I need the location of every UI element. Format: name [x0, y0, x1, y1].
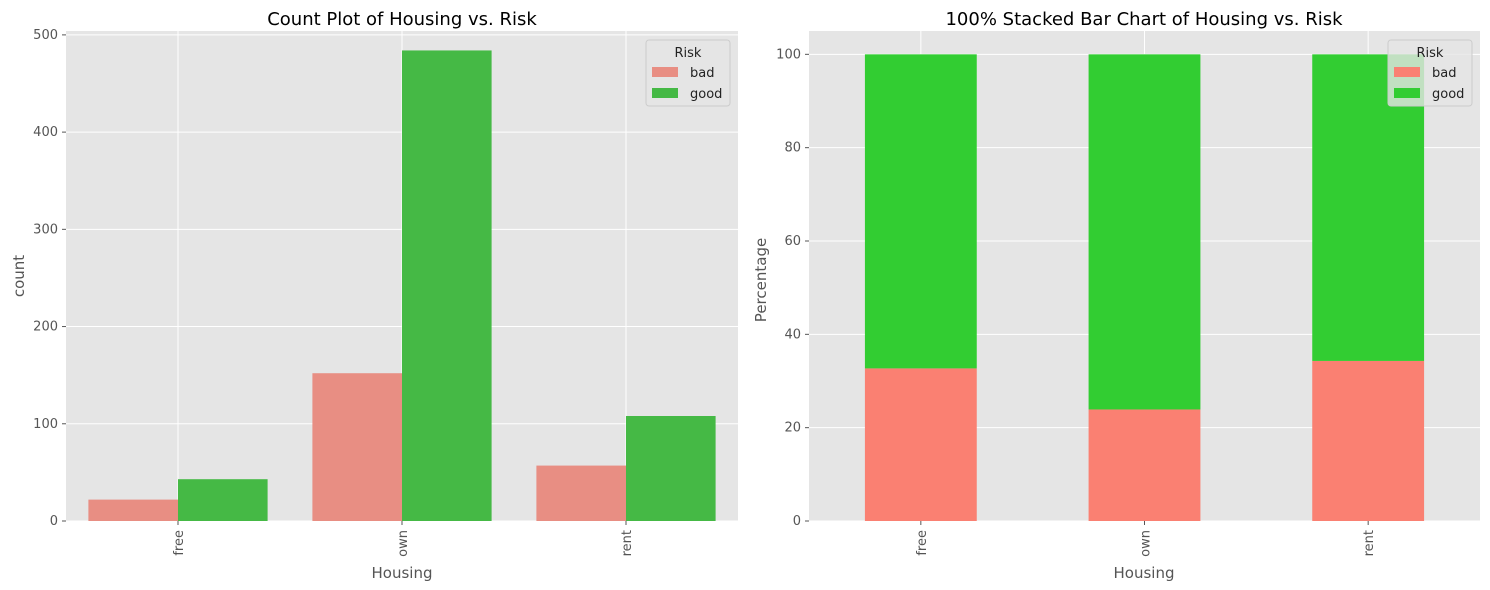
countplot-legend-label-bad: bad	[690, 66, 714, 81]
countplot-x-ticks: free own rent	[172, 521, 635, 557]
countplot-y-axis-label: count	[10, 255, 28, 297]
countplot-legend-label-good: good	[690, 87, 722, 102]
countplot-legend-swatch-bad	[652, 67, 678, 77]
stacked-y-tick-label: 20	[784, 421, 801, 436]
stacked-chart: 0 20 40 60 80 100 free own rent 100% Stacked Ba…	[752, 9, 1480, 582]
countplot-y-tick-label: 0	[50, 514, 58, 529]
stacked-y-tick-label: 60	[784, 234, 801, 249]
stacked-bar-bad-rent	[1312, 360, 1425, 521]
countplot-bar-good-rent	[626, 416, 716, 521]
stacked-legend-label-bad: bad	[1432, 66, 1456, 81]
countplot-bar-good-own	[402, 50, 492, 521]
stacked-bar-bad-free	[864, 368, 977, 521]
countplot-y-tick-label: 300	[33, 222, 58, 237]
countplot-bar-bad-own	[312, 373, 402, 521]
countplot-x-tick-label: rent	[620, 530, 635, 556]
stacked-x-tick-label: rent	[1362, 530, 1377, 556]
stacked-y-tick-label: 80	[784, 141, 801, 156]
countplot-legend-swatch-good	[652, 88, 678, 98]
countplot-bar-bad-rent	[536, 465, 626, 521]
countplot-y-tick-label: 100	[33, 417, 58, 432]
countplot-x-tick-label: own	[396, 530, 411, 557]
stacked-bar-good-free	[864, 54, 977, 369]
stacked-y-tick-label: 0	[793, 514, 801, 529]
stacked-legend-label-good: good	[1432, 87, 1464, 102]
countplot-y-tick-label: 200	[33, 320, 58, 335]
stacked-bars	[864, 54, 1425, 521]
stacked-x-ticks: free own rent	[915, 521, 1377, 557]
countplot-x-axis-label: Housing	[372, 564, 433, 582]
stacked-bar-good-own	[1088, 54, 1201, 410]
countplot-x-tick-label: free	[172, 530, 187, 556]
stacked-y-tick-label: 40	[784, 327, 801, 342]
countplot-y-tick-label: 400	[33, 125, 58, 140]
countplot-y-tick-label: 500	[33, 28, 58, 43]
stacked-legend-title: Risk	[1417, 46, 1444, 61]
stacked-x-tick-label: free	[915, 530, 930, 556]
stacked-legend: Risk bad good	[1387, 39, 1473, 107]
stacked-title: 100% Stacked Bar Chart of Housing vs. Ri…	[945, 9, 1343, 30]
countplot-y-ticks: 0 100 200 300 400 500	[33, 28, 66, 529]
stacked-y-axis-label: Percentage	[752, 238, 770, 322]
stacked-bar-bad-own	[1088, 409, 1201, 521]
stacked-x-tick-label: own	[1139, 530, 1154, 557]
stacked-x-axis-label: Housing	[1114, 564, 1175, 582]
countplot-title: Count Plot of Housing vs. Risk	[267, 9, 537, 30]
countplot-bars	[88, 50, 716, 521]
stacked-y-tick-label: 100	[776, 47, 801, 62]
stacked-y-ticks: 0 20 40 60 80 100	[776, 47, 809, 529]
countplot-bar-bad-free	[88, 499, 178, 521]
countplot-chart: 0 100 200 300 400 500 free own rent Count Plot …	[10, 9, 738, 582]
countplot-bar-good-free	[178, 479, 268, 521]
countplot-legend-title: Risk	[675, 46, 702, 61]
stacked-legend-swatch-bad	[1394, 67, 1420, 77]
countplot-legend: Risk bad good	[645, 39, 731, 107]
stacked-legend-swatch-good	[1394, 88, 1420, 98]
